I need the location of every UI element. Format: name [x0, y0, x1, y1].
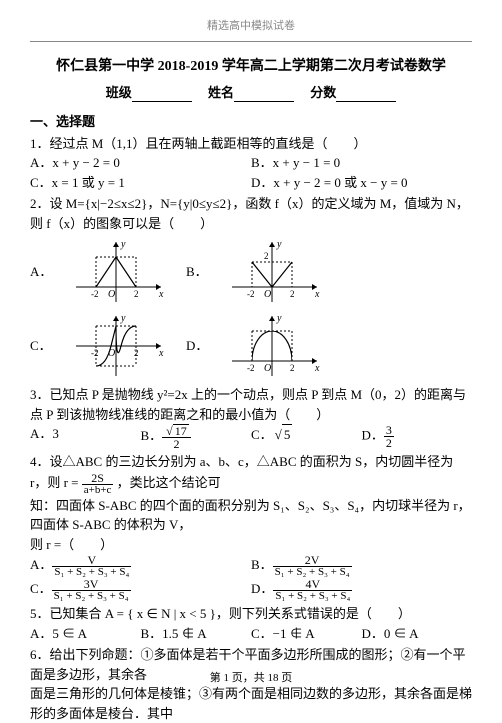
q4-line2: 知：四面体 S‐ABC 的四个面的面积分别为 S₁、S₂、S₃、S₄，内切球半径…: [30, 496, 472, 535]
svg-text:2: 2: [264, 251, 269, 261]
svg-text:x: x: [314, 363, 320, 374]
svg-text:O: O: [264, 363, 271, 374]
q6-line2: 面是三角形的几何体是棱锥；③有两个面是相同边数的多边形，其余各面是梯形的多面体是…: [30, 684, 472, 723]
q1-stem: 1．经过点 M（1,1）且在两轴上截距相等的直线是（ ）: [30, 134, 472, 154]
svg-text:-2: -2: [91, 289, 99, 299]
q1-opt-c: C．x = 1 或 y = 1: [30, 173, 251, 193]
blank-score-label: 分数: [310, 85, 336, 100]
blank-name-line: [234, 88, 294, 102]
q2-stem: 2．设 M={x|−2≤x≤2}，N={y|0≤y≤2}，函数 f（x）的定义域…: [30, 194, 472, 233]
q4-opt-a: A．VS₁ + S₂ + S₃ + S₄: [30, 554, 251, 578]
question-3: 3．已知点 P 是抛物线 y²=2x 上的一个动点，则点 P 到点 M（0，2）…: [30, 385, 472, 450]
blank-score-line: [336, 88, 396, 102]
q2-opt-c-label: C．: [30, 336, 46, 356]
svg-text:y: y: [120, 313, 126, 324]
top-header: 精选高中模拟试卷: [30, 18, 472, 35]
svg-text:-2: -2: [247, 363, 255, 373]
svg-text:x: x: [314, 289, 320, 300]
q4-line1: 4．设△ABC 的三边长分别为 a、b、c，△ABC 的面积为 S，内切圆半径为…: [30, 452, 472, 496]
page-footer: 第 1 页，共 18 页: [0, 670, 502, 687]
blanks-row: 班级 姓名 分数: [30, 83, 472, 103]
q2-graph-c: x y O -22: [66, 311, 166, 381]
question-5: 5．已知集合 A = { x ∈ N | x < 5 }，则下列关系式错误的是（…: [30, 604, 472, 643]
q2-graph-b: x y O -2 2 2: [222, 237, 322, 307]
blank-name-label: 姓名: [208, 85, 234, 100]
question-1: 1．经过点 M（1,1）且在两轴上截距相等的直线是（ ） A．x + y − 2…: [30, 134, 472, 193]
svg-text:2: 2: [134, 289, 139, 299]
question-2: 2．设 M={x|−2≤x≤2}，N={y|0≤y≤2}，函数 f（x）的定义域…: [30, 194, 472, 381]
svg-text:O: O: [264, 289, 271, 300]
svg-text:y: y: [276, 313, 282, 324]
q2-opt-a-label: A．: [30, 262, 46, 282]
q2-opt-b-label: B．: [186, 262, 202, 282]
top-divider: [30, 41, 472, 42]
svg-text:x: x: [158, 348, 164, 359]
q5-opt-d: D．0 ∈ A: [362, 624, 473, 644]
blank-class-label: 班级: [106, 85, 132, 100]
section-1-heading: 一、选择题: [30, 112, 472, 132]
q3-opt-c: C．√5: [251, 424, 362, 450]
svg-text:2: 2: [290, 289, 295, 299]
blank-class-line: [132, 88, 192, 102]
svg-text:y: y: [120, 239, 126, 250]
q2-graph-d: x y O -2 2: [222, 311, 322, 381]
svg-text:x: x: [158, 289, 164, 300]
q5-opt-a: A．5 ∈ A: [30, 624, 141, 644]
svg-text:-2: -2: [247, 289, 255, 299]
q3-opt-b: B．√172: [141, 424, 252, 450]
svg-text:-2: -2: [91, 348, 99, 358]
q3-stem: 3．已知点 P 是抛物线 y²=2x 上的一个动点，则点 P 到点 M（0，2）…: [30, 385, 472, 424]
q1-opt-b: B．x + y − 1 = 0: [251, 153, 472, 173]
q4-opt-b: B．2VS₁ + S₂ + S₃ + S₄: [251, 554, 472, 578]
question-4: 4．设△ABC 的三边长分别为 a、b、c，△ABC 的面积为 S，内切圆半径为…: [30, 452, 472, 602]
q5-opt-c: C．−1 ∉ A: [251, 624, 362, 644]
q1-opt-d: D．x + y − 2 = 0 或 x − y = 0: [251, 173, 472, 193]
q2-graph-a: x y O -2 2: [66, 237, 166, 307]
svg-text:y: y: [276, 239, 282, 250]
q4-line3: 则 r =（ ）: [30, 535, 472, 555]
q3-opt-a: A．3: [30, 424, 141, 450]
q5-opt-b: B．1.5 ∉ A: [141, 624, 252, 644]
svg-text:O: O: [108, 289, 115, 300]
svg-text:2: 2: [290, 363, 295, 373]
exam-title: 怀仁县第一中学 2018-2019 学年高二上学期第二次月考试卷数学: [30, 56, 472, 77]
q4-opt-c: C．3VS₁ + S₂ + S₃ + S₄: [30, 578, 251, 602]
q2-opt-d-label: D．: [186, 336, 202, 356]
q1-opt-a: A．x + y − 2 = 0: [30, 153, 251, 173]
svg-text:2: 2: [134, 348, 139, 358]
q3-opt-d: D．32: [362, 424, 473, 450]
q5-stem: 5．已知集合 A = { x ∈ N | x < 5 }，则下列关系式错误的是（…: [30, 604, 472, 624]
q4-opt-d: D．4VS₁ + S₂ + S₃ + S₄: [251, 578, 472, 602]
